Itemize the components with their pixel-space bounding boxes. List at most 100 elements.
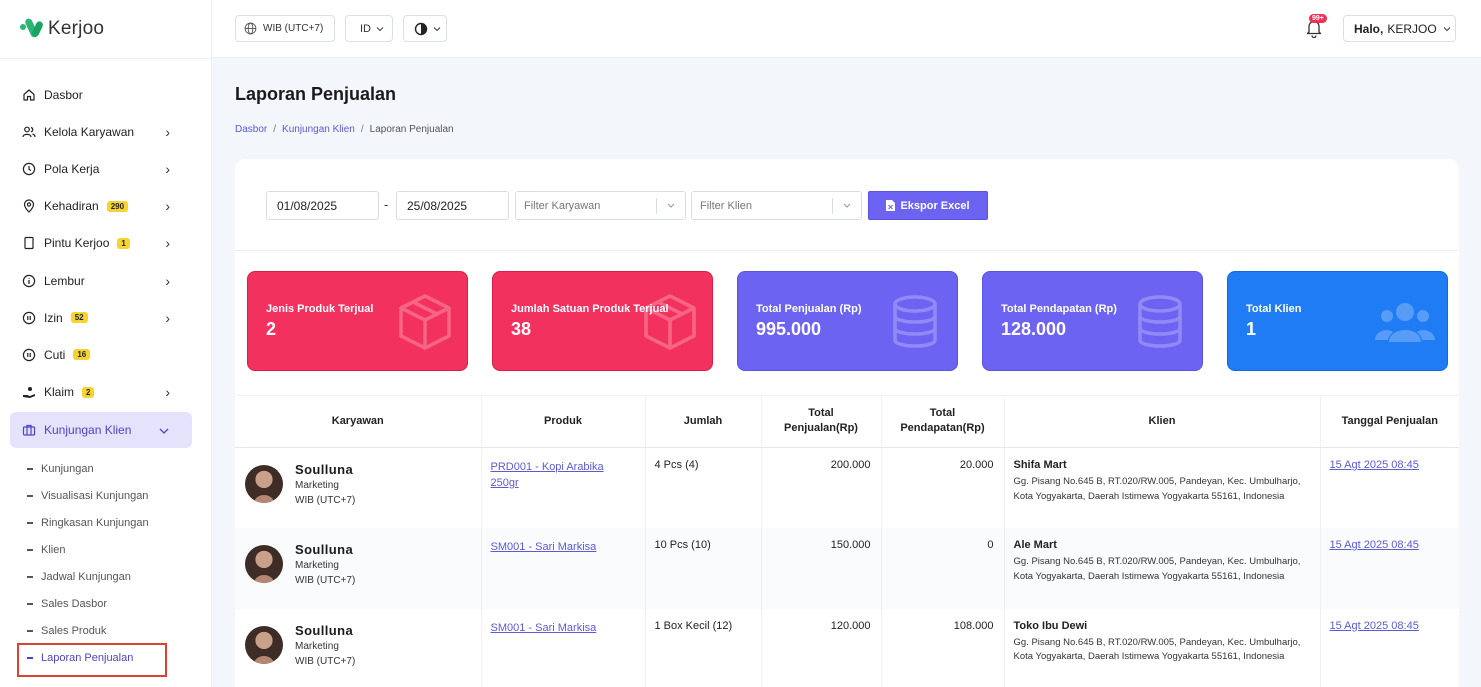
column-header-karyawan[interactable]: Karyawan <box>235 395 482 448</box>
kerjoo-logo[interactable]: Kerjoo <box>20 17 105 40</box>
breadcrumb: Dasbor / Kunjungan Klien / Laporan Penjualan <box>235 124 454 135</box>
sidebar-item-label: Dasbor <box>44 87 83 102</box>
info-circle-icon <box>22 274 36 288</box>
home-icon <box>22 88 36 102</box>
column-header-total-pendapatan[interactable]: Total Pendapatan(Rp) <box>881 395 1005 448</box>
total-sales-cell: 200.000 <box>761 447 882 528</box>
sales-table: Karyawan Produk Jumlah Total Penjualan(Rp… <box>235 395 1459 687</box>
avatar <box>245 465 283 503</box>
client-name: Shifa Mart <box>1013 459 1067 471</box>
total-sales-cell: 150.000 <box>761 528 882 609</box>
stat-label: Total Pendapatan (Rp) <box>1001 303 1117 315</box>
column-header-produk[interactable]: Produk <box>481 395 646 448</box>
sidebar: Kerjoo Dasbor Kelola Karyawan › Pola Ker… <box>0 0 212 687</box>
theme-toggle[interactable] <box>403 15 447 42</box>
employee-role: Marketing <box>295 560 339 571</box>
employee-timezone: WIB (UTC+7) <box>295 495 356 506</box>
filter-bar: 01/08/2025 - 25/08/2025 Filter Karyawan … <box>235 159 1459 251</box>
sidebar-item-label: Izin <box>44 310 63 325</box>
product-link[interactable]: SM001 - Sari Markisa <box>481 528 646 609</box>
stat-card-total-klien: Total Klien 1 <box>1227 271 1448 371</box>
product-link[interactable]: SM001 - Sari Markisa <box>481 608 646 687</box>
total-income-cell: 108.000 <box>881 608 1005 687</box>
chevron-right-icon: › <box>165 384 170 401</box>
sale-date-link[interactable]: 15 Agt 2025 08:45 <box>1320 528 1459 609</box>
top-bar: WIB (UTC+7) ID 99+ Halo, KERJOO <box>212 0 1481 58</box>
stat-value: 995.000 <box>756 319 822 339</box>
product-link[interactable]: PRD001 - Kopi Arabika 250gr <box>481 447 646 528</box>
file-excel-icon <box>886 200 896 211</box>
count-badge: 16 <box>73 349 91 361</box>
avatar <box>245 625 283 664</box>
stat-label: Total Klien <box>1246 303 1302 315</box>
notification-badge: 99+ <box>1309 14 1327 23</box>
count-badge: 290 <box>106 200 129 212</box>
date-range-separator: - <box>384 197 389 212</box>
employee-name: Soulluna <box>295 542 354 557</box>
sidebar-item-label: Kelola Karyawan <box>44 124 135 139</box>
timezone-selector[interactable]: WIB (UTC+7) <box>235 15 335 42</box>
employee-name: Soulluna <box>295 622 354 638</box>
sidebar-item-cuti[interactable]: Cuti 16 <box>10 336 192 373</box>
pause-circle-icon <box>22 311 36 325</box>
sidebar-subitem-jadwal-kunjungan[interactable]: Jadwal Kunjungan <box>27 571 131 583</box>
stat-label: Total Penjualan (Rp) <box>756 303 862 315</box>
sidebar-subitem-visualisasi-kunjungan[interactable]: Visualisasi Kunjungan <box>27 490 148 502</box>
sidebar-subitem-kunjungan[interactable]: Kunjungan <box>27 463 94 475</box>
sidebar-item-izin[interactable]: Izin 52 › <box>10 299 192 336</box>
sidebar-item-pola-kerja[interactable]: Pola Kerja › <box>10 150 192 187</box>
date-from-input[interactable]: 01/08/2025 <box>266 191 379 220</box>
sidebar-subitem-sales-dasbor[interactable]: Sales Dasbor <box>27 598 107 610</box>
stat-card-total-pendapatan: Total Pendapatan (Rp) 128.000 <box>982 271 1203 371</box>
user-name: KERJOO <box>1387 21 1437 36</box>
hand-coin-icon <box>22 385 36 399</box>
breadcrumb-link-kunjungan-klien[interactable]: Kunjungan Klien <box>282 124 355 135</box>
sidebar-subitem-laporan-penjualan[interactable]: Laporan Penjualan <box>27 652 133 664</box>
sidebar-item-pintu-kerjoo[interactable]: Pintu Kerjoo 1 › <box>10 225 192 262</box>
export-excel-label: Ekspor Excel <box>900 199 970 212</box>
column-header-tanggal-penjualan[interactable]: Tanggal Penjualan <box>1320 395 1459 448</box>
sidebar-item-klaim[interactable]: Klaim 2 › <box>10 374 192 411</box>
user-menu[interactable]: Halo, KERJOO <box>1343 15 1456 42</box>
sidebar-item-lembur[interactable]: Lembur › <box>10 262 192 299</box>
stat-label: Jenis Produk Terjual <box>266 303 374 315</box>
stat-value: 128.000 <box>1001 319 1067 339</box>
column-header-total-penjualan[interactable]: Total Penjualan(Rp) <box>761 395 882 448</box>
stat-value: 38 <box>511 319 532 339</box>
sidebar-item-kunjungan-klien[interactable]: Kunjungan Klien <box>10 411 192 448</box>
stat-value: 1 <box>1246 319 1257 339</box>
breadcrumb-current: Laporan Penjualan <box>369 124 454 135</box>
total-income-cell: 20.000 <box>881 447 1005 528</box>
language-selector[interactable]: ID <box>345 15 393 42</box>
sidebar-subitem-ringkasan-kunjungan[interactable]: Ringkasan Kunjungan <box>27 517 149 529</box>
breadcrumb-link-dasbor[interactable]: Dasbor <box>235 124 268 135</box>
client-address: Gg. Pisang No.645 B, RT.020/RW.005, Pand… <box>1013 556 1301 582</box>
sale-date-link[interactable]: 15 Agt 2025 08:45 <box>1329 459 1419 471</box>
chevron-right-icon: › <box>165 309 170 326</box>
table-row: Soulluna Marketing WIB (UTC+7) SM001 - Sar… <box>235 528 1459 609</box>
database-icon <box>893 295 937 348</box>
date-to-input[interactable]: 25/08/2025 <box>396 191 509 220</box>
sidebar-item-kehadiran[interactable]: Kehadiran 290 › <box>10 188 192 225</box>
sale-date-link[interactable]: 15 Agt 2025 08:45 <box>1329 619 1419 632</box>
export-excel-button[interactable]: Ekspor Excel <box>868 191 988 220</box>
client-filter-select[interactable]: Filter Klien <box>691 191 862 220</box>
stat-label: Jumlah Satuan Produk Terjual <box>511 303 669 315</box>
sidebar-subitem-klien[interactable]: Klien <box>27 544 65 556</box>
employee-filter-select[interactable]: Filter Karyawan <box>515 191 686 220</box>
sidebar-divider <box>0 58 211 59</box>
sidebar-item-label: Lembur <box>44 273 85 288</box>
sidebar-item-kelola-karyawan[interactable]: Kelola Karyawan › <box>10 113 192 150</box>
sidebar-item-dasbor[interactable]: Dasbor <box>10 76 192 113</box>
box-icon <box>644 294 696 350</box>
timezone-label: WIB (UTC+7) <box>263 23 324 34</box>
clock-icon <box>22 162 36 176</box>
chevron-right-icon: › <box>165 235 170 252</box>
client-name: Ale Mart <box>1013 539 1057 551</box>
logo-text: Kerjoo <box>48 18 105 39</box>
sidebar-item-label: Kunjungan Klien <box>44 422 132 437</box>
column-header-klien[interactable]: Klien <box>1004 395 1321 448</box>
sidebar-item-label: Pintu Kerjoo <box>44 236 110 251</box>
column-header-jumlah[interactable]: Jumlah <box>645 395 762 448</box>
sidebar-subitem-sales-produk[interactable]: Sales Produk <box>27 625 106 637</box>
